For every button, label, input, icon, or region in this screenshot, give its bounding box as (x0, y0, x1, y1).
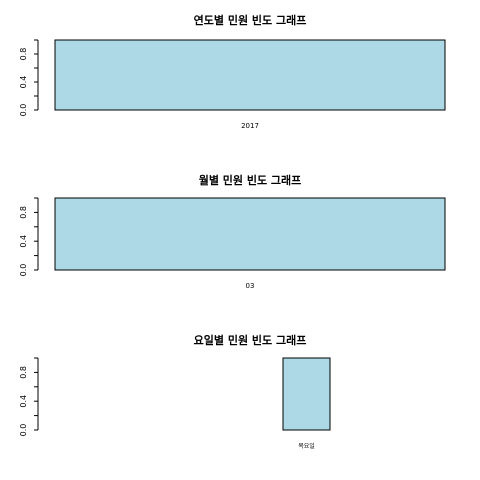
y-tick-label: 0.8 (19, 48, 28, 61)
chart-title: 요일별 민원 빈도 그래프 (194, 333, 307, 347)
chart-panel-1: 연도별 민원 빈도 그래프 2017 0.0 0.4 0.8 (19, 13, 446, 130)
bar (54, 39, 446, 111)
y-tick-label: 0.0 (19, 264, 28, 277)
chart-panel-2: 월별 민원 빈도 그래프 03 0.0 0.4 0.8 (19, 173, 446, 290)
y-tick-label: 0.4 (19, 76, 28, 89)
chart-title: 연도별 민원 빈도 그래프 (194, 13, 307, 27)
category-label: 03 (246, 282, 255, 290)
y-tick-label: 0.4 (19, 235, 28, 248)
y-tick-label: 0.8 (19, 366, 28, 379)
y-tick-label: 0.4 (19, 395, 28, 408)
y-tick-label: 0.0 (19, 104, 28, 117)
y-tick-label: 0.8 (19, 206, 28, 219)
bar (282, 357, 331, 431)
y-axis: 0.0 0.4 0.8 (19, 39, 39, 117)
category-label: 2017 (241, 122, 259, 130)
chart-title: 월별 민원 빈도 그래프 (199, 173, 302, 187)
y-tick-label: 0.0 (19, 424, 28, 437)
category-label: 목요일 (298, 442, 315, 450)
y-axis: 0.0 0.4 0.8 (19, 197, 39, 277)
y-axis: 0.0 0.4 0.8 (19, 357, 39, 437)
bar (54, 197, 446, 271)
